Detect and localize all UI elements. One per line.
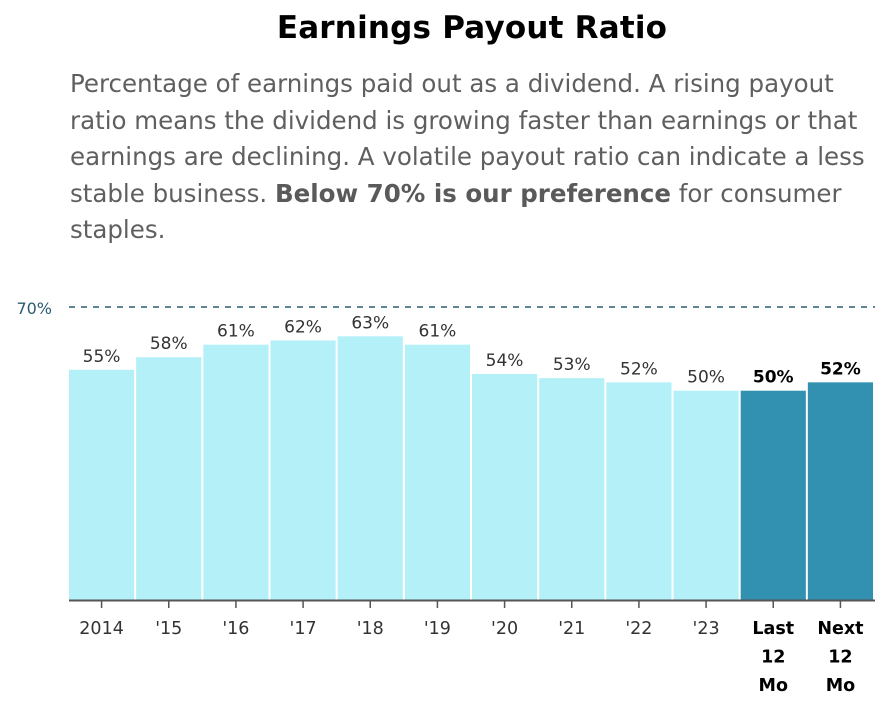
bar-value-label: 62% [284, 317, 322, 337]
x-tick-label: '22 [625, 619, 652, 639]
reference-line-group: 70% [16, 299, 875, 318]
bar [673, 390, 739, 600]
bar-value-label: 61% [419, 322, 457, 342]
x-tick-label: '18 [357, 619, 384, 639]
x-tick-label: '23 [693, 619, 720, 639]
bar [69, 369, 135, 600]
x-tick-label: Next [817, 619, 863, 639]
x-tick-label: '21 [558, 619, 585, 639]
bar-value-label: 52% [820, 359, 861, 379]
x-tick-label: '19 [424, 619, 451, 639]
bar-value-label: 58% [150, 334, 188, 354]
description-text: Percentage of earnings paid out as a div… [70, 69, 865, 208]
x-tick-label: '16 [222, 619, 249, 639]
x-tick-label: Mo [826, 676, 855, 696]
chart-title: Earnings Payout Ratio [276, 10, 668, 46]
bar-value-label: 53% [553, 355, 591, 375]
bar [337, 336, 403, 600]
x-tick-label: 12 [828, 648, 852, 668]
x-tick-label: 2014 [79, 619, 124, 639]
bar-value-label: 61% [217, 322, 255, 342]
x-tick-label: Last [752, 619, 794, 639]
bar-value-label: 55% [83, 347, 121, 367]
bars-group: 55% 58% 61% 62% 63% 61% 54% 53% 52% 50% 50% 52% [69, 313, 873, 600]
bar-value-label: 54% [486, 351, 524, 371]
x-tick-label: '15 [155, 619, 182, 639]
bar [270, 340, 336, 600]
bar [203, 344, 269, 600]
bar [136, 357, 202, 600]
chart-description: Percentage of earnings paid out as a div… [70, 66, 870, 249]
x-tick-label: '20 [491, 619, 518, 639]
bar-value-label: 50% [687, 368, 725, 388]
bar [539, 378, 605, 600]
bar-value-label: 50% [753, 368, 794, 388]
description-text-end: for consumer staples. [70, 178, 842, 245]
description-emphasis: Below 70% is our preference [274, 178, 672, 208]
x-tick-label: 12 [761, 648, 785, 668]
bar [740, 390, 806, 600]
x-tick-label: Mo [759, 676, 788, 696]
x-tick-label: '17 [290, 619, 317, 639]
bar-value-label: 52% [620, 359, 658, 379]
bar [807, 382, 873, 600]
reference-line-label: 70% [16, 299, 52, 318]
x-axis: 2014 '15 '16 '17 '18 '19 '20 '21 '22 '23 Last 12 Mo N… [69, 599, 875, 696]
bar [404, 344, 470, 600]
bar [606, 382, 672, 600]
bar [472, 373, 538, 600]
bar-value-label: 63% [351, 313, 389, 333]
